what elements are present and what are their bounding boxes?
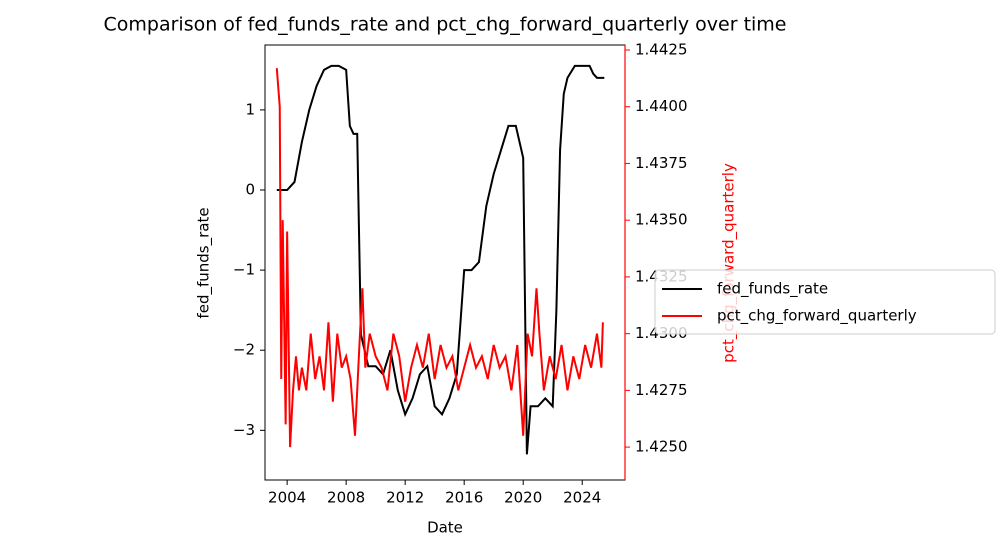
series-line bbox=[275, 68, 604, 448]
y2-tick-label: 1.4350 bbox=[635, 211, 688, 229]
y2-tick-label: 1.4400 bbox=[635, 97, 688, 115]
x-axis-label: Date bbox=[427, 519, 463, 537]
y-tick-label: −2 bbox=[233, 341, 255, 359]
plot-frame bbox=[264, 44, 626, 481]
y-axis-label: fed_funds_rate bbox=[195, 207, 214, 318]
y2-tick-label: 1.4275 bbox=[635, 381, 688, 399]
y2-tick-label: 1.4250 bbox=[635, 438, 688, 456]
x-tick-label: 2016 bbox=[445, 489, 483, 507]
y-tick-label: 1 bbox=[245, 100, 255, 118]
x-tick-label: 2024 bbox=[563, 489, 601, 507]
x-tick-label: 2012 bbox=[386, 489, 424, 507]
y-tick-label: −1 bbox=[233, 261, 255, 279]
legend-label: pct_chg_forward_quarterly bbox=[717, 307, 917, 326]
y2-tick-label: 1.4425 bbox=[635, 40, 688, 58]
x-tick-label: 2020 bbox=[504, 489, 542, 507]
legend-label: fed_funds_rate bbox=[717, 280, 828, 299]
series-line bbox=[276, 64, 605, 455]
chart-title: Comparison of fed_funds_rate and pct_chg… bbox=[104, 14, 787, 36]
y-tick-label: −3 bbox=[233, 421, 255, 439]
y-tick-label: 0 bbox=[245, 181, 255, 199]
legend-box bbox=[654, 269, 996, 335]
x-tick-label: 2004 bbox=[268, 489, 306, 507]
x-tick-label: 2008 bbox=[327, 489, 365, 507]
y2-tick-label: 1.4375 bbox=[635, 154, 688, 172]
